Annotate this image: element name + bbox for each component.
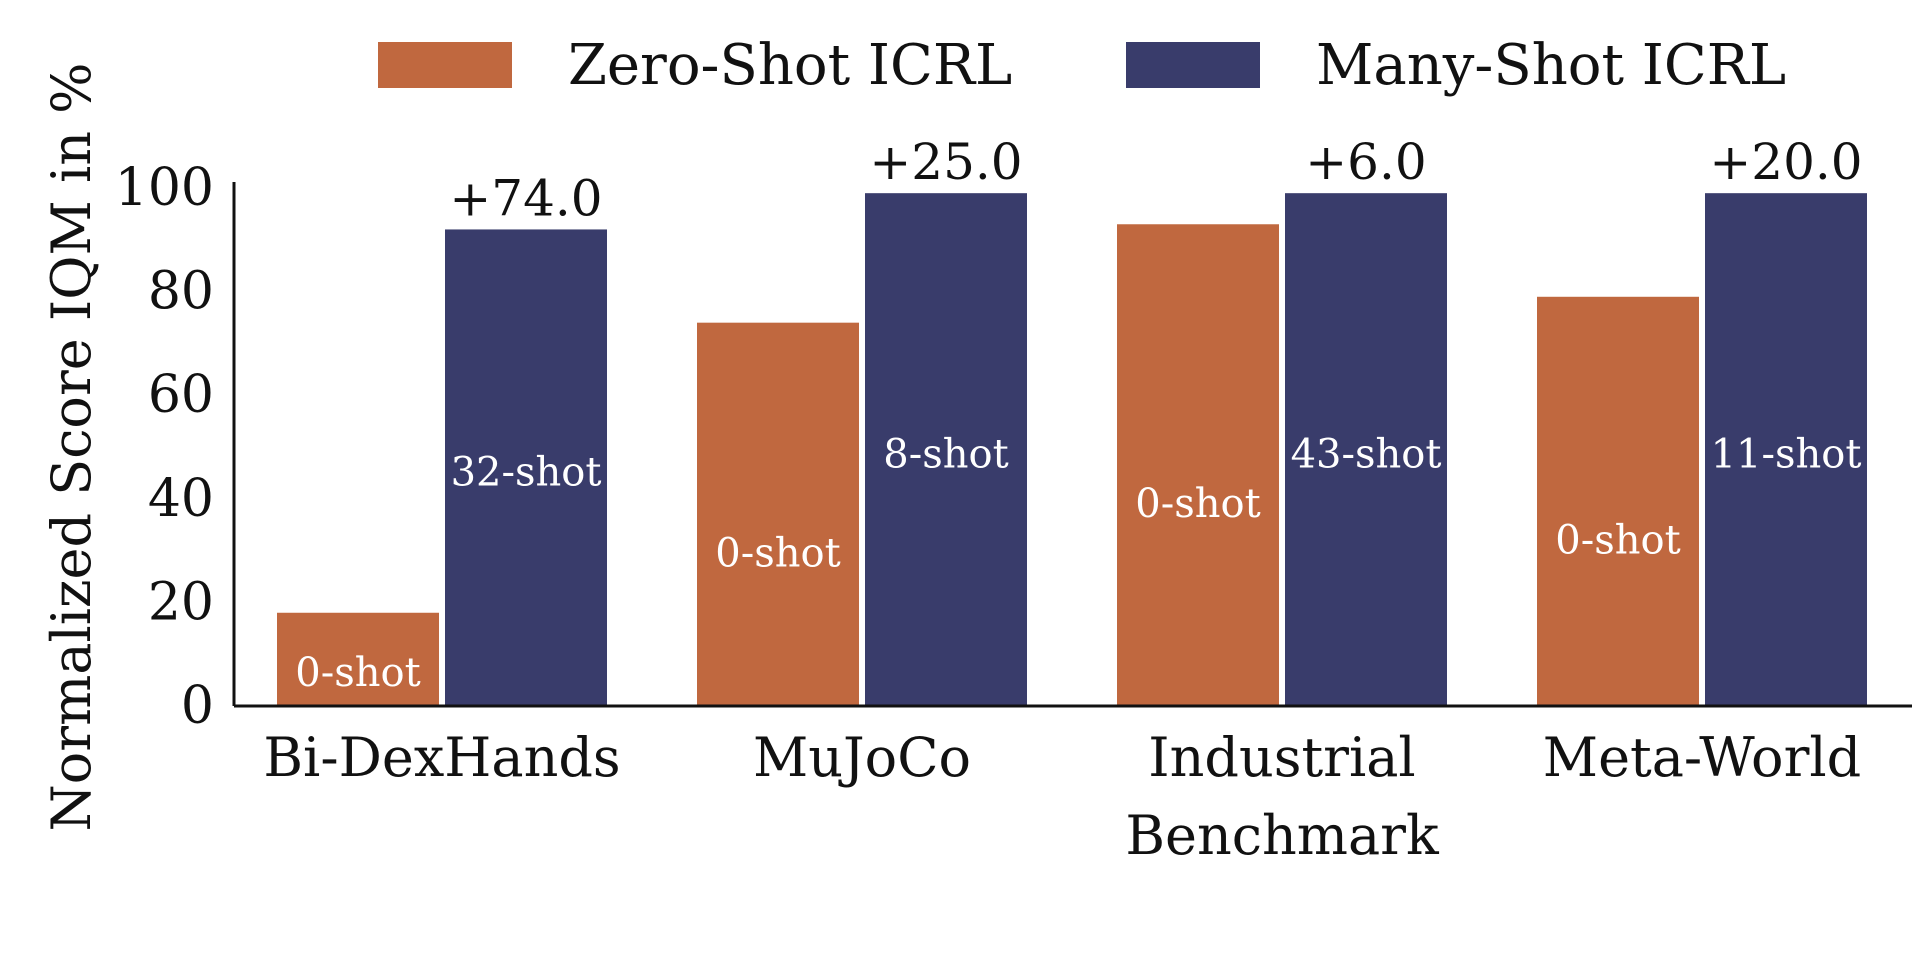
zero-shot-bar	[1537, 296, 1699, 706]
legend: Zero-Shot ICRL Many-Shot ICRL	[378, 33, 1786, 98]
zero-shot-bar	[1117, 224, 1279, 706]
improvement-label: +25.0	[869, 133, 1022, 191]
y-tick-label: 60	[148, 365, 214, 425]
zero-shot-bar-label: 0-shot	[715, 530, 840, 576]
legend-label: Zero-Shot ICRL	[568, 33, 1012, 98]
y-tick-label: 0	[181, 676, 214, 736]
x-tick-label: Bi-DexHands	[263, 726, 620, 789]
bars: 0-shot 32-shot +74.0 0-shot 8-shot +25.0 0-sho…	[277, 133, 1867, 706]
y-axis: 0 20 40 60 80 100	[115, 158, 236, 736]
many-shot-bar-label: 32-shot	[451, 450, 602, 496]
legend-swatch	[1126, 42, 1260, 88]
x-tick-label: MuJoCo	[753, 726, 971, 789]
x-tick-label: Industrial	[1148, 726, 1415, 789]
zero-shot-bar-label: 0-shot	[295, 650, 420, 696]
zero-shot-bar-label: 0-shot	[1555, 517, 1680, 563]
many-shot-bar-label: 8-shot	[883, 432, 1008, 478]
zero-shot-bar	[277, 612, 439, 706]
y-tick-label: 80	[148, 262, 214, 322]
improvement-label: +6.0	[1305, 133, 1426, 191]
many-shot-bar-label: 43-shot	[1291, 432, 1442, 478]
many-shot-bar	[1705, 193, 1867, 706]
x-tick-label: Benchmark	[1125, 804, 1440, 867]
y-tick-label: 40	[148, 469, 214, 529]
x-axis: Bi-DexHands MuJoCo Industrial Benchmark Meta…	[234, 704, 1912, 867]
zero-shot-bar	[697, 322, 859, 706]
legend-swatch	[378, 42, 512, 88]
y-axis-title: Normalized Score IQM in %	[40, 63, 103, 832]
x-tick-label: Meta-World	[1543, 726, 1861, 789]
zero-shot-bar-label: 0-shot	[1135, 481, 1260, 527]
legend-label: Many-Shot ICRL	[1316, 33, 1786, 98]
improvement-label: +74.0	[449, 169, 602, 227]
many-shot-bar	[1285, 193, 1447, 706]
y-tick-label: 20	[148, 572, 214, 632]
many-shot-bar	[445, 229, 607, 706]
y-tick-label: 100	[115, 158, 214, 218]
many-shot-bar-label: 11-shot	[1711, 432, 1862, 478]
many-shot-bar	[865, 193, 1027, 706]
improvement-label: +20.0	[1709, 133, 1862, 191]
